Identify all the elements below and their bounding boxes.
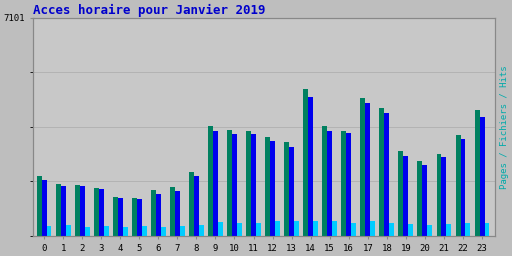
Bar bbox=[484, 223, 489, 236]
Bar bbox=[103, 226, 109, 236]
Bar bbox=[94, 188, 99, 236]
Bar bbox=[441, 157, 446, 236]
Bar bbox=[213, 131, 218, 236]
Bar bbox=[123, 227, 127, 236]
Bar bbox=[389, 223, 394, 236]
Bar bbox=[175, 191, 180, 236]
Bar bbox=[156, 194, 161, 236]
Bar bbox=[151, 190, 156, 236]
Bar bbox=[142, 226, 146, 236]
Bar bbox=[180, 226, 185, 236]
Bar bbox=[237, 223, 242, 236]
Bar bbox=[313, 221, 318, 236]
Bar bbox=[465, 223, 471, 236]
Bar bbox=[80, 186, 84, 236]
Bar bbox=[218, 222, 223, 236]
Bar bbox=[308, 97, 313, 236]
Bar bbox=[351, 223, 356, 236]
Bar bbox=[170, 187, 175, 236]
Bar bbox=[303, 89, 308, 236]
Bar bbox=[113, 197, 118, 236]
Bar bbox=[66, 225, 71, 236]
Bar bbox=[132, 198, 137, 236]
Bar bbox=[379, 108, 385, 236]
Bar bbox=[409, 224, 413, 236]
Bar bbox=[75, 185, 80, 236]
Bar bbox=[251, 134, 256, 236]
Bar bbox=[417, 161, 422, 236]
Bar bbox=[332, 221, 337, 236]
Bar bbox=[41, 180, 47, 236]
Y-axis label: Pages / Fichiers / Hits: Pages / Fichiers / Hits bbox=[500, 65, 508, 189]
Bar bbox=[403, 156, 409, 236]
Bar bbox=[246, 131, 251, 236]
Bar bbox=[428, 225, 432, 236]
Bar bbox=[446, 224, 452, 236]
Bar bbox=[342, 131, 346, 236]
Bar bbox=[294, 221, 299, 236]
Bar bbox=[56, 184, 60, 236]
Bar bbox=[99, 189, 103, 236]
Bar bbox=[256, 223, 261, 236]
Bar bbox=[137, 199, 142, 236]
Bar bbox=[385, 113, 389, 236]
Bar bbox=[475, 110, 480, 236]
Bar bbox=[360, 98, 365, 236]
Bar bbox=[161, 227, 166, 236]
Bar bbox=[84, 227, 90, 236]
Bar bbox=[398, 151, 403, 236]
Bar bbox=[327, 131, 332, 236]
Bar bbox=[37, 176, 41, 236]
Bar bbox=[199, 226, 204, 236]
Bar bbox=[437, 154, 441, 236]
Bar bbox=[270, 141, 275, 236]
Bar bbox=[370, 221, 375, 236]
Bar bbox=[118, 198, 123, 236]
Bar bbox=[194, 176, 199, 236]
Bar bbox=[365, 103, 370, 236]
Bar bbox=[284, 142, 289, 236]
Bar bbox=[232, 134, 237, 236]
Bar bbox=[208, 126, 213, 236]
Bar bbox=[422, 165, 428, 236]
Bar bbox=[47, 226, 52, 236]
Bar bbox=[346, 133, 351, 236]
Bar bbox=[322, 126, 327, 236]
Bar bbox=[60, 186, 66, 236]
Bar bbox=[265, 137, 270, 236]
Bar bbox=[227, 130, 232, 236]
Bar bbox=[456, 135, 460, 236]
Bar bbox=[275, 221, 280, 236]
Bar bbox=[460, 139, 465, 236]
Bar bbox=[480, 117, 484, 236]
Bar bbox=[289, 147, 294, 236]
Bar bbox=[189, 172, 194, 236]
Text: Acces horaire pour Janvier 2019: Acces horaire pour Janvier 2019 bbox=[33, 4, 265, 17]
